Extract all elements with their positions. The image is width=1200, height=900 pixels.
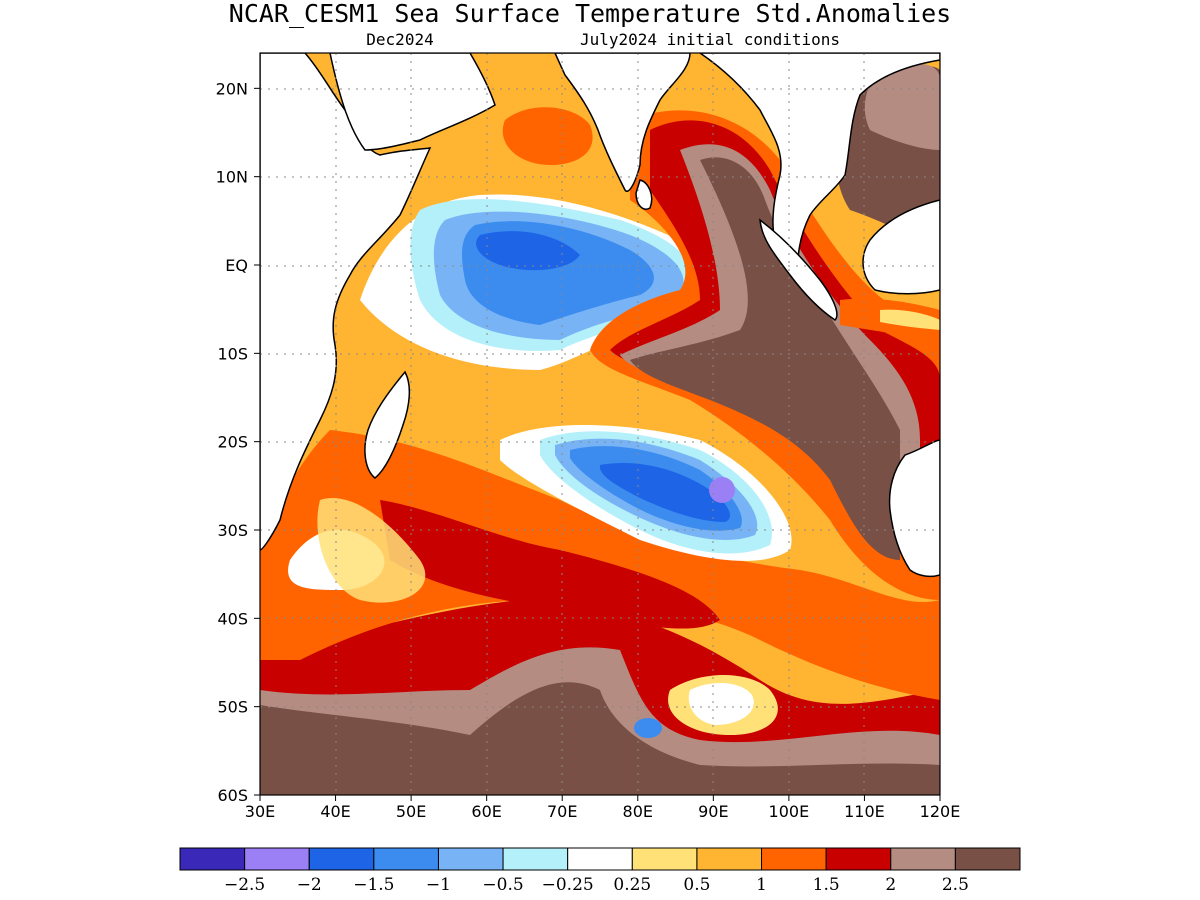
southern-band-brown bbox=[260, 682, 940, 795]
lon-tick-label: 90E bbox=[698, 802, 728, 821]
arabia-land bbox=[329, 53, 496, 151]
colorbar-swatch bbox=[696, 847, 763, 871]
lon-tick-label: 60E bbox=[471, 802, 501, 821]
subtitle-init: July2024 initial conditions bbox=[580, 30, 840, 49]
east-tan-sea bbox=[864, 63, 940, 150]
colorbar-label: 1 bbox=[756, 875, 767, 895]
land bbox=[260, 53, 940, 578]
east-brown-core bbox=[630, 157, 900, 561]
lat-tick-label: 20S bbox=[217, 433, 248, 452]
south-darkblue bbox=[599, 462, 730, 522]
colorbar-swatch bbox=[437, 847, 504, 871]
far-south-blue-spot bbox=[634, 718, 662, 738]
colorbar-swatch bbox=[761, 847, 827, 871]
colorbar-swatch bbox=[244, 847, 310, 871]
colorbar-label: 1.5 bbox=[813, 875, 840, 895]
map-title: NCAR_CESM1 Sea Surface Temperature Std.A… bbox=[229, 0, 951, 28]
java-sea-yellow bbox=[880, 309, 940, 330]
colorbar-label: 0.25 bbox=[613, 875, 651, 895]
colorbar-label: −0.5 bbox=[482, 875, 523, 895]
colorbar bbox=[179, 847, 1021, 871]
sumatra-land bbox=[759, 218, 838, 321]
axis-ticks bbox=[254, 87, 941, 801]
axis-labels: 30E 40E 50E 60E 70E 80E 90E 100E 110E 120E 20N 10N E… bbox=[216, 79, 961, 821]
lon-tick-label: 110E bbox=[844, 802, 885, 821]
colorbar-swatch bbox=[373, 847, 439, 871]
colorbar-label: 2 bbox=[885, 875, 896, 895]
lat-tick-label: 30S bbox=[217, 521, 248, 540]
colorbar-swatch bbox=[954, 847, 1021, 871]
lat-tick-label: EQ bbox=[225, 256, 248, 275]
lon-tick-label: 70E bbox=[547, 802, 577, 821]
lon-tick-label: 30E bbox=[245, 802, 275, 821]
lon-tick-label: 40E bbox=[320, 802, 350, 821]
colorbar-swatch bbox=[631, 847, 698, 871]
colorbar-label: 2.5 bbox=[942, 875, 969, 895]
south-band-darkred bbox=[380, 500, 720, 629]
colorbar-label: −2.5 bbox=[224, 875, 265, 895]
sri-lanka-land bbox=[635, 179, 653, 210]
map-frame bbox=[259, 52, 941, 796]
lon-tick-label: 50E bbox=[396, 802, 426, 821]
lon-tick-label: 80E bbox=[623, 802, 653, 821]
lat-tick-label: 10S bbox=[217, 344, 248, 363]
colorbar-label: −2 bbox=[297, 875, 322, 895]
equatorial-darkblue bbox=[476, 231, 580, 271]
lat-tick-label: 50S bbox=[217, 698, 248, 717]
lat-tick-label: 20N bbox=[216, 79, 248, 98]
colorbar-labels: −2.5 −2 −1.5 −1 −0.5 −0.25 0.25 0.5 1 1.5 2 2.5 bbox=[224, 875, 969, 895]
india-land bbox=[554, 53, 691, 192]
colorbar-label: −1.5 bbox=[353, 875, 394, 895]
colorbar-swatch bbox=[502, 847, 569, 871]
lat-tick-label: 10N bbox=[216, 168, 248, 187]
colorbar-swatch bbox=[890, 847, 956, 871]
subtitle-date: Dec2024 bbox=[366, 30, 433, 49]
colorbar-swatch bbox=[567, 847, 633, 871]
lat-tick-label: 40S bbox=[217, 609, 248, 628]
lon-tick-label: 100E bbox=[769, 802, 810, 821]
south-purple-core bbox=[709, 477, 735, 503]
lon-tick-label: 120E bbox=[920, 802, 961, 821]
sw-yellow-patch bbox=[317, 498, 426, 603]
colorbar-swatch bbox=[825, 847, 892, 871]
lat-tick-label: 60S bbox=[217, 786, 248, 805]
anomaly-map bbox=[260, 53, 940, 795]
colorbar-swatch bbox=[308, 847, 375, 871]
colorbar-label: −0.25 bbox=[542, 875, 594, 895]
colorbar-label: −1 bbox=[426, 875, 451, 895]
grid-lines bbox=[260, 53, 940, 795]
colorbar-label: 0.5 bbox=[683, 875, 710, 895]
colorbar-swatch bbox=[179, 847, 246, 871]
madagascar-land bbox=[364, 370, 411, 479]
far-south-white bbox=[688, 683, 754, 725]
arabian-sea-orange bbox=[502, 107, 593, 165]
australia-land bbox=[888, 439, 940, 578]
